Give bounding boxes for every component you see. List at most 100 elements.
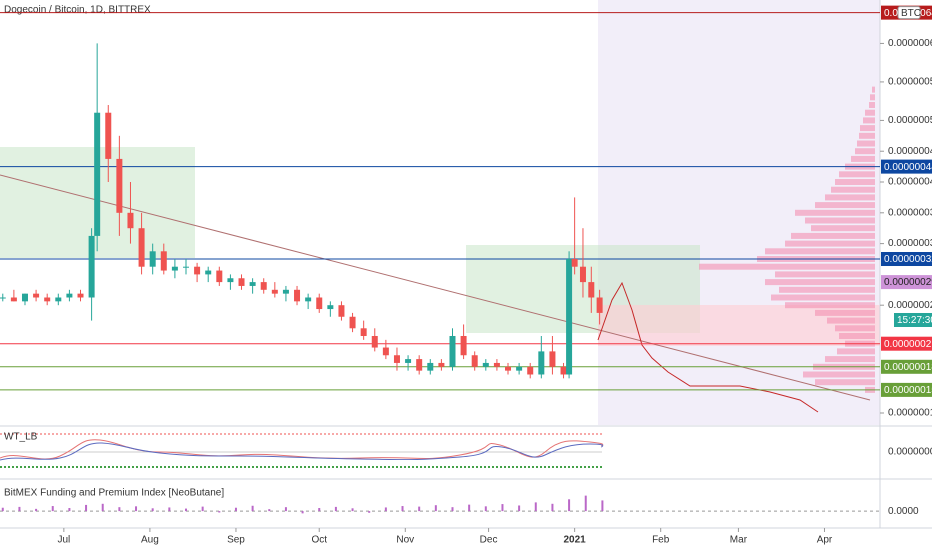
candle-body	[338, 305, 345, 317]
price-badge-label: 0.00000015	[884, 385, 932, 396]
candle-body	[282, 289, 289, 294]
volume-bar	[795, 209, 875, 216]
price-badge-label: 0.00000032	[884, 254, 932, 265]
volume-bar	[765, 248, 875, 255]
candle-body	[88, 235, 95, 298]
funding-bar	[568, 499, 571, 512]
candle-body	[327, 305, 334, 310]
funding-bar	[351, 508, 354, 512]
candle-body	[579, 266, 586, 283]
funding-bar	[168, 507, 171, 512]
funding-bar	[551, 503, 554, 512]
volume-bar	[791, 232, 875, 239]
candle-body	[227, 278, 234, 283]
volume-bar	[765, 279, 875, 286]
candle-body	[527, 366, 534, 375]
candle-body	[271, 289, 278, 294]
candle-body	[105, 112, 112, 159]
candle-body	[21, 293, 28, 302]
candle-body	[349, 316, 356, 329]
funding-bar	[201, 506, 204, 512]
volume-bar	[872, 86, 875, 93]
y-tick-label: 0.00000012	[888, 408, 932, 419]
volume-bar	[699, 263, 875, 270]
volume-bar	[825, 356, 875, 363]
candle-body	[393, 355, 400, 363]
volume-bar	[785, 302, 875, 309]
candle-body	[94, 112, 101, 236]
volume-bar	[815, 309, 875, 316]
price-badge	[881, 252, 932, 267]
candle-body	[149, 251, 156, 267]
funding-bar	[534, 502, 537, 512]
candle-body	[460, 335, 467, 356]
volume-bar	[870, 94, 875, 101]
volume-bar	[851, 155, 875, 162]
price-badge	[881, 336, 932, 351]
y-tick-label: 0.00000060	[888, 38, 932, 49]
funding-bar	[68, 508, 71, 512]
funding-bar	[135, 506, 138, 512]
x-tick-label: Apr	[817, 535, 833, 546]
y-tick-label: 0.0000	[888, 506, 919, 517]
candle-body	[44, 297, 51, 302]
volume-bar	[835, 325, 875, 332]
volume-bar	[839, 171, 875, 178]
volume-bar	[837, 348, 875, 355]
x-tick-label: Nov	[396, 535, 414, 546]
candle-body	[171, 266, 178, 271]
volume-bar	[785, 240, 875, 247]
price-badge-label: 0.00000021	[884, 339, 932, 350]
volume-bar	[775, 271, 875, 278]
candle-body	[371, 335, 378, 348]
x-tick-label: Sep	[227, 535, 245, 546]
volume-bar	[815, 202, 875, 209]
funding-bar	[368, 511, 371, 513]
price-badge	[881, 275, 932, 290]
volume-bar	[869, 102, 875, 109]
funding-bar	[301, 511, 304, 514]
candle-body	[493, 362, 500, 367]
candle-body	[566, 259, 573, 375]
funding-bar	[35, 508, 38, 512]
funding-bar	[234, 507, 237, 512]
candle-body	[10, 297, 17, 302]
x-tick-label: Feb	[652, 535, 670, 546]
volume-bar	[803, 371, 875, 378]
y-tick-label: 0.00000042	[888, 177, 932, 188]
price-badge	[881, 159, 932, 174]
funding-bar	[518, 505, 521, 512]
funding-bar	[151, 508, 154, 512]
candle-body	[138, 228, 145, 267]
volume-bar	[860, 125, 875, 132]
volume-bar	[835, 179, 875, 186]
volume-bar	[779, 286, 875, 293]
candle-body	[316, 297, 323, 310]
funding-bar	[501, 504, 504, 512]
x-tick-label: Aug	[141, 535, 159, 546]
funding-bar	[101, 503, 104, 512]
funding-bar	[284, 507, 287, 512]
volume-bar	[771, 294, 875, 301]
trendline	[0, 174, 871, 401]
candle-body	[249, 282, 256, 286]
volume-bar	[827, 317, 875, 324]
candle-body	[449, 335, 456, 367]
candle-body	[596, 297, 603, 313]
candle-body	[416, 359, 423, 371]
funding-bar	[18, 506, 21, 512]
x-tick-label: Oct	[311, 535, 327, 546]
funding-bar	[434, 505, 437, 512]
candle-body	[238, 278, 245, 286]
y-tick-label: 0.00000055	[888, 77, 932, 88]
candle-body	[588, 282, 595, 298]
volume-bar	[815, 379, 875, 386]
volume-bar	[839, 332, 875, 339]
wt-line	[0, 439, 604, 460]
funding-bar	[218, 511, 221, 513]
funding-bar	[85, 504, 88, 512]
price-badge-label: 0.00000018	[884, 362, 932, 373]
symbol-tag-label: BTC	[901, 8, 921, 19]
